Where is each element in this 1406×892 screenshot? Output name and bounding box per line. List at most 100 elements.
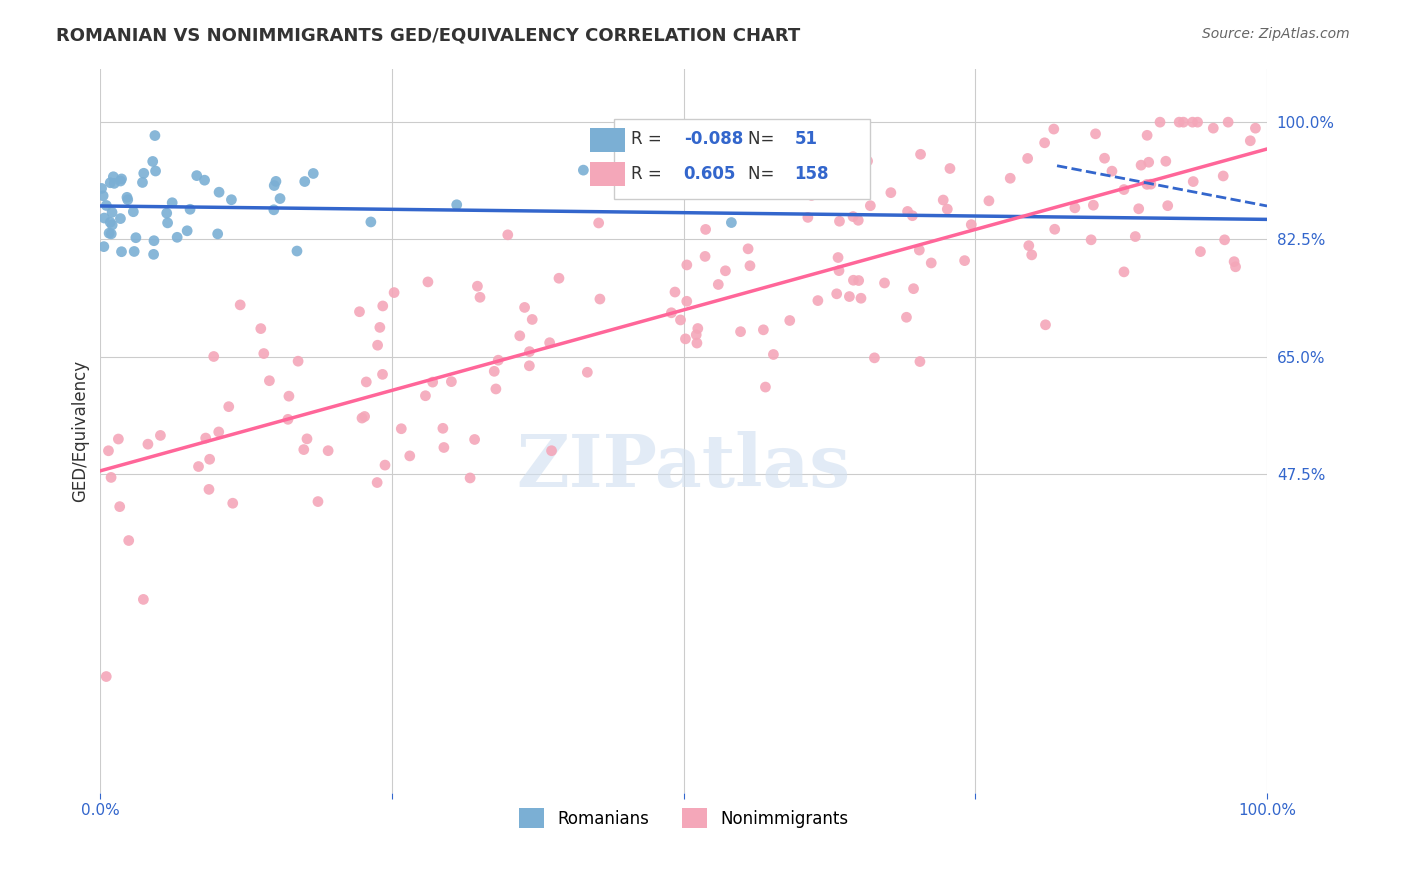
- Nonimmigrants: [548, 271, 571, 285]
- Nonimmigrants: [349, 304, 371, 318]
- Nonimmigrants: [1033, 136, 1056, 150]
- Nonimmigrants: [800, 188, 823, 202]
- Romanians: [193, 173, 215, 187]
- Nonimmigrants: [496, 227, 519, 242]
- Text: ROMANIAN VS NONIMMIGRANTS GED/EQUIVALENCY CORRELATION CHART: ROMANIAN VS NONIMMIGRANTS GED/EQUIVALENC…: [56, 27, 800, 45]
- Nonimmigrants: [576, 365, 599, 379]
- Text: 0.605: 0.605: [683, 164, 737, 183]
- Romanians: [117, 193, 139, 207]
- Nonimmigrants: [910, 147, 932, 161]
- Nonimmigrants: [669, 313, 692, 327]
- Nonimmigrants: [1042, 122, 1064, 136]
- Romanians: [145, 164, 167, 178]
- Nonimmigrants: [208, 425, 231, 439]
- Text: N=: N=: [748, 164, 779, 183]
- Nonimmigrants: [797, 211, 820, 225]
- Romanians: [142, 247, 165, 261]
- Romanians: [166, 230, 188, 244]
- Legend: Romanians, Nonimmigrants: Romanians, Nonimmigrants: [512, 801, 855, 835]
- Nonimmigrants: [846, 213, 869, 227]
- Nonimmigrants: [1173, 115, 1195, 129]
- Romanians: [98, 226, 121, 240]
- Nonimmigrants: [1149, 115, 1171, 129]
- Romanians: [98, 215, 121, 229]
- Nonimmigrants: [432, 421, 454, 435]
- Nonimmigrants: [908, 354, 931, 368]
- Nonimmigrants: [485, 382, 508, 396]
- Nonimmigrants: [389, 422, 412, 436]
- Nonimmigrants: [714, 264, 737, 278]
- Nonimmigrants: [936, 202, 959, 216]
- Nonimmigrants: [415, 389, 437, 403]
- Nonimmigrants: [675, 258, 697, 272]
- Nonimmigrants: [661, 306, 683, 320]
- Nonimmigrants: [880, 186, 903, 200]
- Nonimmigrants: [187, 459, 209, 474]
- Romanians: [110, 172, 132, 186]
- Nonimmigrants: [1157, 199, 1180, 213]
- Romanians: [285, 244, 308, 258]
- Nonimmigrants: [398, 449, 420, 463]
- Text: R =: R =: [631, 164, 668, 183]
- Nonimmigrants: [1043, 222, 1066, 236]
- Romanians: [142, 154, 165, 169]
- Romanians: [110, 211, 132, 226]
- Nonimmigrants: [1094, 151, 1116, 165]
- Nonimmigrants: [1035, 318, 1057, 332]
- Nonimmigrants: [1018, 238, 1040, 252]
- Romanians: [101, 205, 124, 219]
- Nonimmigrants: [366, 475, 388, 490]
- Romanians: [115, 190, 138, 204]
- Nonimmigrants: [707, 277, 730, 292]
- Nonimmigrants: [1239, 134, 1261, 148]
- Romanians: [572, 163, 595, 178]
- Text: -0.088: -0.088: [683, 130, 742, 148]
- Romanians: [110, 174, 132, 188]
- Nonimmigrants: [464, 433, 486, 447]
- Nonimmigrants: [350, 411, 373, 425]
- Nonimmigrants: [1168, 115, 1191, 129]
- Nonimmigrants: [1189, 244, 1212, 259]
- Nonimmigrants: [513, 301, 536, 315]
- Nonimmigrants: [522, 312, 544, 326]
- Romanians: [93, 240, 115, 254]
- Text: R =: R =: [631, 130, 668, 148]
- Nonimmigrants: [675, 294, 697, 309]
- Nonimmigrants: [960, 218, 983, 232]
- Romanians: [179, 202, 201, 217]
- Romanians: [132, 166, 155, 180]
- Nonimmigrants: [1112, 265, 1135, 279]
- Romanians: [98, 176, 121, 190]
- Nonimmigrants: [1137, 155, 1160, 169]
- Romanians: [294, 175, 316, 189]
- Nonimmigrants: [685, 327, 707, 342]
- Nonimmigrants: [107, 432, 129, 446]
- Nonimmigrants: [1154, 154, 1177, 169]
- Nonimmigrants: [218, 400, 240, 414]
- Text: Source: ZipAtlas.com: Source: ZipAtlas.com: [1202, 27, 1350, 41]
- Nonimmigrants: [222, 496, 245, 510]
- Nonimmigrants: [1064, 201, 1087, 215]
- Nonimmigrants: [838, 289, 860, 303]
- Nonimmigrants: [664, 285, 686, 299]
- Nonimmigrants: [277, 389, 299, 403]
- FancyBboxPatch shape: [613, 120, 870, 199]
- Romanians: [143, 128, 166, 143]
- Nonimmigrants: [249, 321, 271, 335]
- Nonimmigrants: [779, 313, 801, 327]
- Nonimmigrants: [752, 323, 775, 337]
- Romanians: [90, 181, 112, 195]
- Romanians: [143, 234, 166, 248]
- Nonimmigrants: [440, 375, 463, 389]
- Nonimmigrants: [1244, 121, 1267, 136]
- Nonimmigrants: [686, 321, 709, 335]
- Nonimmigrants: [589, 292, 612, 306]
- Nonimmigrants: [675, 332, 697, 346]
- Nonimmigrants: [1216, 115, 1239, 129]
- Romanians: [100, 227, 122, 241]
- Nonimmigrants: [371, 368, 394, 382]
- Nonimmigrants: [730, 325, 752, 339]
- Nonimmigrants: [202, 350, 225, 364]
- Nonimmigrants: [1084, 127, 1107, 141]
- Nonimmigrants: [96, 669, 118, 683]
